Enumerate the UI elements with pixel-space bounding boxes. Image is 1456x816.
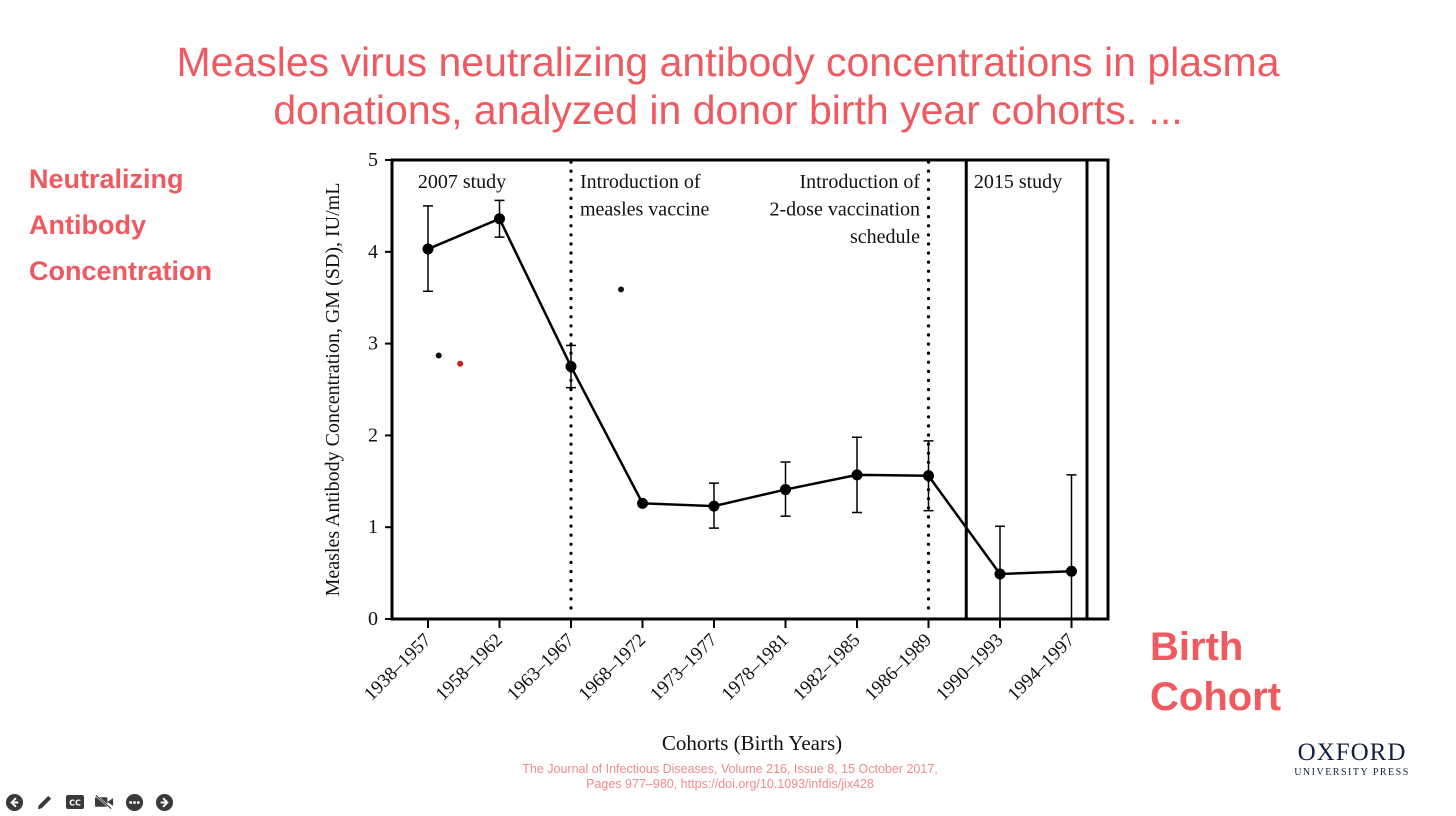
data-point (994, 568, 1006, 580)
y-tick-label: 4 (368, 241, 378, 263)
stray-point (457, 360, 464, 367)
data-point (565, 361, 577, 373)
x-tick-label: 1994–1997 (1004, 630, 1079, 705)
x-tick-label: 1978–1981 (718, 630, 793, 705)
x-tick-label: 1990–1993 (932, 630, 1007, 705)
y-axis-callout-line: Neutralizing (29, 164, 184, 194)
logo-line-2: UNIVERSITY PRESS (1294, 767, 1410, 778)
x-axis-callout-line: Cohort (1150, 675, 1282, 719)
slide-title-line-1: Measles virus neutralizing antibody conc… (176, 39, 1280, 85)
x-axis-callout: Birth Cohort (1150, 622, 1281, 722)
study-2015-box (964, 158, 1089, 621)
annotation-label: measles vaccine (580, 199, 709, 221)
y-tick-label: 2 (368, 424, 378, 446)
y-tick-label: 3 (368, 333, 378, 355)
x-tick-label: 1963–1967 (503, 630, 578, 705)
y-axis-title: Measles Antibody Concentration, GM (SD),… (322, 183, 344, 597)
back-icon[interactable] (4, 792, 25, 813)
data-point (637, 497, 648, 509)
annotation-label: 2-dose vaccination (770, 199, 921, 221)
svg-text:CC: CC (69, 799, 81, 808)
x-axis-callout-line: Birth (1150, 625, 1244, 669)
x-tick-label: 1986–1989 (861, 630, 936, 705)
x-axis-title: Cohorts (Birth Years) (662, 731, 842, 755)
closed-captions-icon[interactable]: CC (64, 792, 85, 813)
stray-point (435, 352, 442, 359)
data-point (708, 500, 720, 512)
x-tick-label: 1968–1972 (575, 630, 650, 705)
annotation-label: schedule (850, 226, 920, 248)
y-axis-callout-line: Concentration (29, 256, 213, 286)
slide-title: Measles virus neutralizing antibody conc… (0, 38, 1456, 134)
data-point (1066, 565, 1077, 577)
x-tick-label: 1973–1977 (646, 630, 721, 705)
data-point (923, 470, 934, 482)
y-tick-label: 0 (368, 608, 378, 630)
data-point (422, 243, 434, 255)
data-point (494, 213, 505, 225)
y-tick-label: 1 (368, 516, 378, 538)
forward-icon[interactable] (154, 792, 175, 813)
logo-line-1: OXFORD (1297, 739, 1407, 766)
presentation-toolbar: CC (4, 791, 175, 813)
annotation-label: 2007 study (418, 171, 506, 193)
stray-point (618, 286, 625, 293)
annotation-label: Introduction of (580, 171, 701, 193)
pen-icon[interactable] (34, 792, 55, 813)
y-tick-label: 5 (368, 149, 378, 171)
y-axis-callout: Neutralizing Antibody Concentration (29, 156, 289, 294)
citation-line: The Journal of Infectious Diseases, Volu… (522, 762, 938, 776)
series-line (427, 217, 1072, 576)
video-off-icon[interactable] (94, 792, 115, 813)
more-icon[interactable] (124, 792, 145, 813)
x-tick-label: 1958–1962 (432, 630, 507, 705)
citation: The Journal of Infectious Diseases, Volu… (430, 762, 1030, 792)
slide-title-line-2: donations, analyzed in donor birth year … (273, 87, 1183, 133)
oxford-logo: OXFORD UNIVERSITY PRESS (1286, 740, 1418, 780)
y-axis-callout-line: Antibody (29, 210, 146, 240)
citation-line: Pages 977–980, https://doi.org/10.1093/i… (586, 777, 874, 791)
annotation-label: 2015 study (974, 171, 1062, 193)
data-point (851, 469, 863, 481)
data-point (780, 484, 791, 496)
plot-frame (390, 158, 1110, 621)
x-tick-label: 1938–1957 (360, 630, 435, 705)
annotation-label: Introduction of (799, 171, 920, 193)
x-tick-label: 1982–1985 (789, 630, 864, 705)
